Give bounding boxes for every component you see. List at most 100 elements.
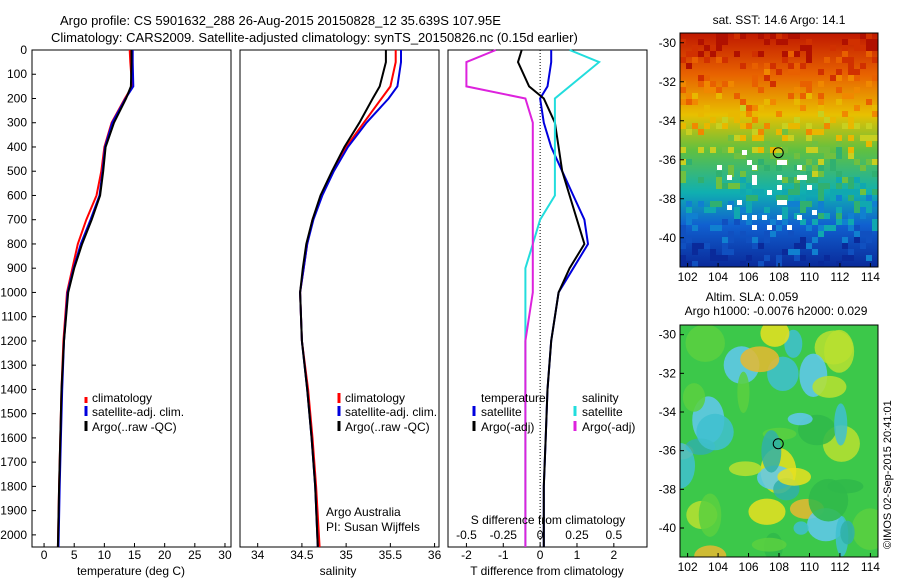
sst-cell [872,225,878,231]
depth-tick-label: 1700 [0,455,27,469]
temperature-legend: climatology satellite-adj. clim. Argo(..… [84,391,184,434]
sst-cell [770,219,776,225]
s-diff-tick-label: 0.25 [565,528,589,542]
sst-cell [872,201,878,207]
sst-cell [866,45,872,51]
sst-cell [866,201,872,207]
sst-cell [848,57,854,63]
sst-cell [752,75,758,81]
sst-cell [698,177,704,183]
sst-cloud-gap [777,160,782,165]
sst-cell [854,105,860,111]
sst-cloud-gap [742,215,747,220]
sst-cell [722,237,728,243]
sst-cell [680,147,686,153]
profile-line-satellite-adj-clim- [57,50,135,548]
sst-cell [794,153,800,159]
sst-cell [794,189,800,195]
sst-cell [764,147,770,153]
sst-cell [866,99,872,105]
sst-cell [866,135,872,141]
profile-line-argo-raw-qc- [299,50,387,548]
x-tick-label: 30 [218,548,232,562]
sla-map-subtitle: Argo h1000: -0.0076 h2000: 0.029 [685,304,868,318]
sst-cell [842,39,848,45]
sst-cell [686,63,692,69]
sst-cell [740,171,746,177]
sst-cell [800,219,806,225]
sst-cell [800,243,806,249]
sst-cell [830,195,836,201]
sst-cell [836,189,842,195]
sst-cell [788,69,794,75]
sst-cell [716,57,722,63]
sst-cell [806,87,812,93]
sst-cell [824,153,830,159]
sst-cell [842,243,848,249]
sst-cell [770,63,776,69]
sst-cell [680,39,686,45]
sst-cell [740,153,746,159]
sst-cell [830,117,836,123]
sst-cell [740,207,746,213]
sst-cell [794,87,800,93]
sst-cell [866,207,872,213]
x-tick-label: 25 [188,548,202,562]
sst-cell [722,183,728,189]
sst-cell [854,159,860,165]
map-x-tick-label: 102 [678,270,698,284]
sst-cell [818,129,824,135]
sst-cell [836,219,842,225]
sst-cell [818,183,824,189]
sst-cell [776,225,782,231]
sst-cell [866,255,872,261]
sst-cell [830,189,836,195]
sst-cell [812,147,818,153]
title-line-1: Argo profile: CS 5901632_288 26-Aug-2015… [60,13,501,28]
sst-cell [818,225,824,231]
sst-cell [848,219,854,225]
sst-cloud-gap [752,215,757,220]
sst-cell [716,87,722,93]
sst-cell [872,105,878,111]
difference-axes-frame [447,49,648,548]
sst-cell [866,81,872,87]
sla-blob [761,430,782,473]
sst-cell [734,117,740,123]
sst-cell [806,123,812,129]
sst-cell [788,201,794,207]
sst-cell [788,93,794,99]
sst-cell [848,183,854,189]
sst-cell [746,255,752,261]
map-y-tick-label: -30 [659,36,677,50]
sst-cell [686,129,692,135]
depth-tick-label: 1900 [0,504,27,518]
sst-cell [740,99,746,105]
sst-cell [836,135,842,141]
sst-cell [842,255,848,261]
salinity-x-axis: 34 34.5 35 35.5 36 [251,543,442,562]
sst-cell [770,153,776,159]
sst-cell [734,33,740,39]
sst-cell [842,189,848,195]
sst-cell [872,111,878,117]
sst-cell [848,153,854,159]
map-x-tick-label: 110 [800,270,819,284]
sst-cell [746,207,752,213]
sst-cell [692,45,698,51]
sst-cell [824,225,830,231]
depth-tick-label: 1400 [0,382,27,396]
sst-cell [836,171,842,177]
sst-cell [776,255,782,261]
sst-cell [872,189,878,195]
sst-cell [680,177,686,183]
sst-cell [860,165,866,171]
sst-cell [680,255,686,261]
profile-line-salinity-satellite [524,49,602,547]
sst-cell [788,135,794,141]
sst-cell [860,45,866,51]
sst-cell [746,183,752,189]
sst-cloud-gap [777,185,782,190]
sst-cell [776,33,782,39]
sst-cell [872,45,878,51]
